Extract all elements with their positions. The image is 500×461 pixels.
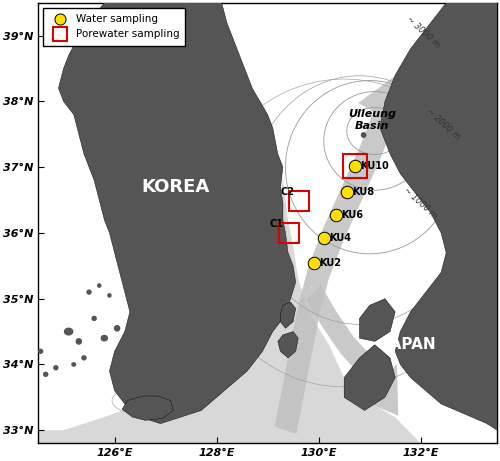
Polygon shape [274, 108, 395, 434]
Text: KU6: KU6 [342, 209, 363, 219]
Text: KU10: KU10 [360, 161, 389, 171]
Polygon shape [280, 302, 295, 328]
Text: Ocean Data View: Ocean Data View [487, 364, 493, 424]
Polygon shape [306, 285, 387, 392]
Polygon shape [54, 366, 58, 370]
Polygon shape [76, 339, 82, 344]
Text: KOREA: KOREA [142, 178, 210, 196]
Text: C1: C1 [270, 219, 284, 229]
Polygon shape [360, 299, 395, 342]
Polygon shape [44, 372, 48, 376]
Legend: Water sampling, Porewater sampling: Water sampling, Porewater sampling [43, 8, 186, 46]
Polygon shape [38, 349, 42, 353]
Text: KU4: KU4 [329, 232, 351, 242]
Polygon shape [87, 290, 91, 294]
Text: ~ 2000 m: ~ 2000 m [425, 107, 462, 142]
Polygon shape [58, 3, 296, 424]
Polygon shape [156, 356, 160, 359]
Polygon shape [92, 316, 96, 320]
Polygon shape [72, 363, 76, 366]
Polygon shape [108, 294, 111, 297]
Polygon shape [266, 320, 274, 327]
Polygon shape [380, 3, 497, 430]
Polygon shape [344, 345, 395, 410]
Polygon shape [133, 353, 137, 356]
Polygon shape [148, 346, 152, 350]
Text: ~ 1000 m: ~ 1000 m [402, 186, 440, 221]
Polygon shape [278, 331, 298, 358]
Polygon shape [122, 396, 173, 420]
Polygon shape [114, 325, 119, 331]
Text: C2: C2 [280, 188, 294, 197]
Polygon shape [38, 365, 420, 443]
Polygon shape [82, 356, 86, 360]
Text: JAPAN: JAPAN [384, 337, 436, 352]
Text: Ulleung
Basin: Ulleung Basin [348, 109, 396, 130]
Text: ~ 3000 m: ~ 3000 m [404, 15, 442, 50]
Polygon shape [191, 3, 360, 443]
Polygon shape [98, 284, 101, 287]
Polygon shape [396, 151, 397, 152]
Polygon shape [360, 364, 398, 416]
Polygon shape [102, 336, 107, 341]
Text: KU2: KU2 [318, 258, 340, 267]
Polygon shape [361, 132, 366, 137]
Polygon shape [358, 72, 410, 133]
Polygon shape [64, 328, 72, 335]
Text: KU8: KU8 [352, 187, 374, 197]
